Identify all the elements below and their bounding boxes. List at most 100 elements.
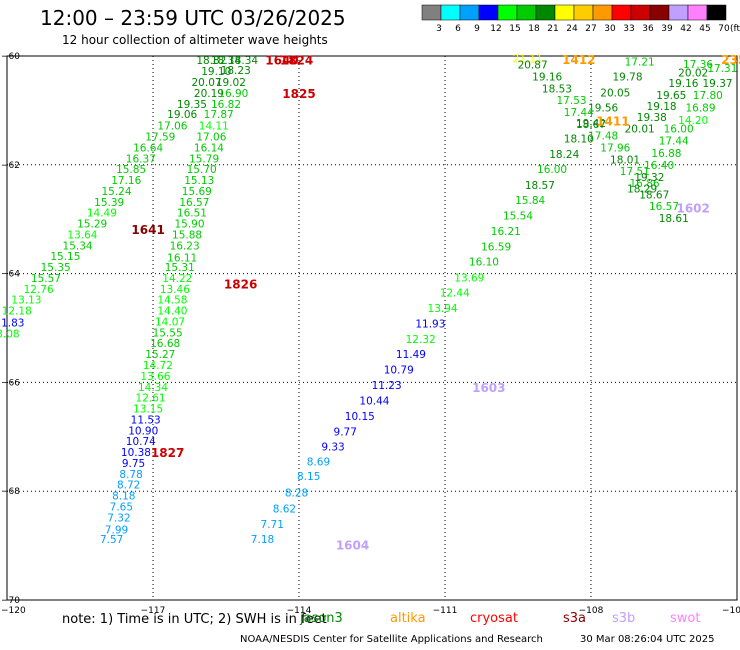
colorbar-swatch: [592, 4, 613, 21]
pass-time-label: 1827: [151, 446, 184, 460]
colorbar-swatch: [478, 4, 499, 21]
swh-value: 12.61: [136, 393, 166, 405]
swh-value: 11.93: [415, 319, 445, 331]
colorbar-label: 42: [680, 24, 691, 34]
swh-value: 14.72: [143, 360, 173, 372]
swh-value: 19.32: [634, 172, 664, 184]
swh-value: 12.44: [440, 288, 470, 300]
colorbar-label: 21: [547, 24, 558, 34]
swh-value: 19.06: [167, 109, 197, 121]
colorbar-label: 6: [455, 24, 461, 34]
swh-value: 16.88: [651, 148, 681, 160]
swh-value: 10.44: [359, 395, 389, 407]
swh-value: 18.82: [196, 55, 226, 67]
swh-value: 17.44: [659, 135, 689, 147]
swh-value: 10.90: [128, 425, 158, 437]
swh-value: 16.00: [664, 123, 694, 135]
swh-value: 13.46: [160, 284, 190, 296]
swh-value: 9.77: [334, 426, 357, 438]
note-text: note: 1) Time is in UTC; 2) SWH is in fe…: [62, 612, 327, 627]
swh-value: 10.74: [126, 436, 156, 448]
swh-value: 17.51: [620, 166, 650, 178]
swh-value: 17.96: [600, 142, 630, 154]
swh-value: 18.67: [639, 190, 669, 202]
colorbar-label: 9: [474, 24, 480, 34]
swh-value: 15.70: [187, 164, 217, 176]
swh-value: 8.18: [112, 491, 135, 503]
x-tick-label: −108: [579, 606, 604, 616]
swh-value: 15.84: [515, 195, 545, 207]
swh-value: 19.78: [612, 72, 642, 84]
swh-value: 11.83: [0, 318, 24, 330]
swh-value: 15.15: [50, 251, 80, 263]
colorbar-label: 15: [509, 24, 520, 34]
colorbar-swatch: [630, 4, 651, 21]
legend-s3a: s3a: [563, 611, 587, 626]
colorbar-swatch: [516, 4, 537, 21]
swh-value: 7.18: [251, 534, 274, 546]
x-tick-label: −111: [433, 606, 458, 616]
colorbar-label: 36: [642, 24, 654, 34]
x-tick-label: −114: [287, 606, 312, 616]
swh-value: 20.02: [678, 67, 708, 79]
swh-value: 8.28: [285, 487, 308, 499]
swh-value: 16.82: [211, 99, 241, 111]
swh-value: 18.34: [211, 55, 241, 67]
swh-value: 15.29: [77, 219, 107, 231]
data-points: 18.8218.3418.3419.1018.2320.0719.0220.19…: [0, 54, 737, 546]
swh-value: 17.59: [145, 132, 175, 144]
pass-time-label: 1604: [336, 539, 369, 553]
swh-value: 18.01: [610, 154, 640, 166]
pass-time-label: 1602: [676, 201, 709, 215]
chart-subtitle: 12 hour collection of altimeter wave hei…: [62, 33, 328, 47]
y-tick-label: −68: [1, 487, 20, 497]
pass-time-label: 1640: [265, 53, 298, 67]
x-tick-label-max: −10: [722, 606, 740, 616]
swh-value: 12.32: [406, 334, 436, 346]
colorbar-label: 12: [490, 24, 501, 34]
swh-value: 13.94: [428, 303, 458, 315]
swh-value: 8.72: [117, 480, 140, 492]
colorbar-swatch: [706, 4, 727, 21]
swh-value: 20.01: [625, 123, 655, 135]
swh-value: 14.20: [678, 115, 708, 127]
legend-swot: swot: [670, 611, 701, 626]
swh-value: 19.56: [588, 103, 618, 115]
colorbar-swatch: [535, 4, 556, 21]
swh-value: 15.90: [174, 219, 204, 231]
plot-frame: [6, 55, 738, 601]
swh-value: 17.06: [157, 121, 187, 133]
colorbar-label: 39: [661, 24, 673, 34]
swh-value: 18.57: [525, 180, 555, 192]
swh-value: 19.18: [647, 101, 677, 113]
y-tick-label: −64: [1, 270, 20, 280]
colorbar-label: 18: [528, 24, 540, 34]
swh-value: 21.11: [513, 54, 543, 66]
swh-value: 18.10: [564, 134, 594, 146]
swh-value: 15.39: [94, 197, 124, 209]
swh-value: 17.36: [683, 59, 713, 71]
colorbar-swatch: [497, 4, 518, 21]
swh-value: 16.89: [685, 103, 715, 115]
swh-value: 16.10: [469, 257, 499, 269]
swh-value: 19.16: [668, 78, 698, 90]
swh-value: 7.71: [261, 519, 284, 531]
swh-value: 19.42: [576, 118, 606, 130]
pass-time-label: 1412: [562, 53, 595, 67]
colorbar-swatch: [459, 4, 480, 21]
swh-value: 15.34: [63, 240, 93, 252]
swh-value: 7.65: [110, 501, 133, 513]
colorbar-label: 30: [604, 24, 616, 34]
swh-value: 16.37: [126, 153, 156, 165]
swh-value: 18.53: [542, 84, 572, 96]
swh-value: 14.11: [199, 121, 229, 133]
tick-labels: −117 −114 −111 −108 −60 −62 −64 −66 −68 −70−120 −1…: [1, 52, 740, 616]
swh-value: 11.23: [372, 380, 402, 392]
swh-value: 18.23: [221, 65, 251, 77]
colorbar-label: 3: [436, 24, 442, 34]
swh-value: 19.38: [637, 112, 667, 124]
swh-value: 12.18: [2, 306, 32, 318]
